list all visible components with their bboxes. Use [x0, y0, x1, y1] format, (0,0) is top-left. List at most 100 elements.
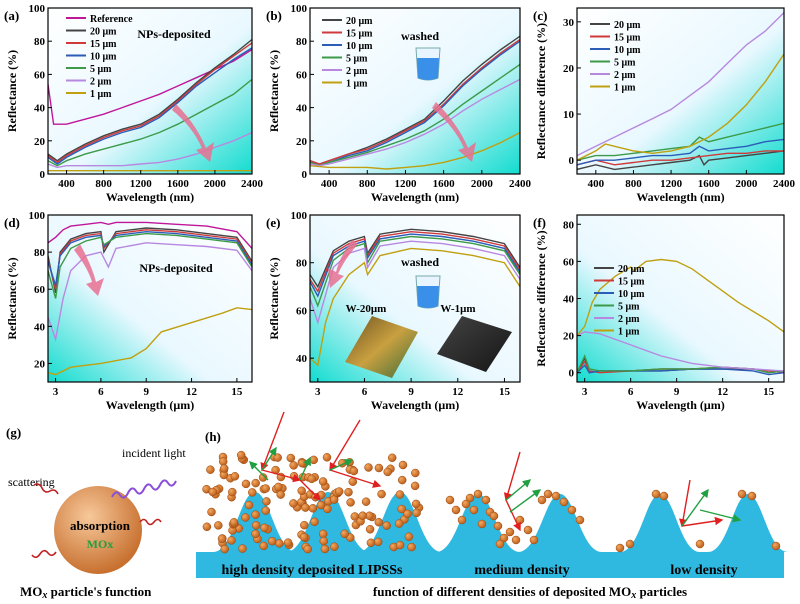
- particle: [258, 473, 268, 482]
- particle: [241, 479, 251, 489]
- y-tick-label-a: 40: [34, 103, 46, 115]
- incident-ray: [505, 499, 521, 532]
- particle: [651, 489, 661, 499]
- particle: [236, 450, 246, 460]
- series-group-e: [310, 228, 520, 367]
- mox-particle: [54, 486, 142, 574]
- particle: [309, 455, 318, 465]
- x-tick-label-f: 12: [717, 386, 729, 398]
- incident-ray: [260, 411, 285, 472]
- scattering-label: scattering: [8, 475, 55, 489]
- particle: [395, 490, 405, 499]
- particle: [220, 544, 229, 554]
- y-tick-label-a: 60: [34, 69, 46, 81]
- particle: [344, 487, 353, 497]
- series-line-f-5: [577, 354, 784, 374]
- incident-ray: [679, 479, 691, 528]
- beaker-icon: [415, 47, 441, 81]
- scattered-ray: [261, 446, 277, 471]
- particle: [228, 487, 237, 497]
- series-line-b-5: [310, 63, 520, 167]
- y-tick-label-e: 60: [296, 305, 308, 317]
- particle: [262, 497, 271, 506]
- x-tick-label-a: 2400: [241, 178, 264, 190]
- particle: [227, 536, 236, 545]
- series-line-d-15: [48, 229, 252, 290]
- particle: [310, 517, 319, 527]
- series-line-f-2: [577, 331, 784, 372]
- legend-label: 1 μm: [618, 327, 640, 338]
- plot-area-c: [577, 8, 784, 174]
- x-tick-label-b: 1600: [433, 178, 456, 190]
- label-medium-density: medium density: [474, 563, 569, 578]
- legend-label: Reference: [90, 14, 133, 25]
- legend-label: 10 μm: [618, 289, 645, 300]
- particle: [625, 539, 635, 549]
- x-tick-label-a: 2000: [204, 178, 227, 190]
- trend-arrow-a: [172, 104, 214, 162]
- particle: [261, 506, 271, 515]
- particle: [307, 474, 316, 484]
- particle: [499, 533, 509, 543]
- legend-label: 2 μm: [346, 66, 368, 77]
- particle: [567, 505, 577, 515]
- x-tick-label-d: 3: [53, 386, 59, 398]
- legend-label: 1 μm: [346, 79, 368, 90]
- series-line-d-2: [48, 242, 252, 343]
- legend-label: 5 μm: [90, 64, 112, 75]
- series-line-c-10: [577, 138, 784, 166]
- y-tick-label-f: 80: [563, 219, 575, 231]
- series-line-c-1: [577, 53, 784, 161]
- x-axis-label-c: Wavelength (nm): [636, 190, 724, 204]
- series-group-c: [577, 12, 784, 171]
- series-line-e-20: [310, 228, 520, 289]
- chart-e: 3 6 9 12 15 40 60 80 100 Wavelength (μm) Reflectan…: [266, 210, 521, 412]
- particle: [394, 519, 404, 528]
- chart-d: 3 6 9 12 15 20 40 60 80 100 Wavelength (μm) Reflect…: [4, 210, 253, 412]
- y-tick-label-d: 100: [29, 210, 46, 222]
- scatter-wave-bottom: [31, 549, 57, 559]
- panel-label-c: (c): [533, 8, 547, 23]
- x-tick-label-f: 15: [763, 386, 775, 398]
- sample-w1-photo: [437, 316, 512, 372]
- particle: [411, 468, 420, 478]
- series-line-a-2: [48, 131, 252, 169]
- particle: [202, 522, 212, 532]
- y-axis-label-f: Reflectance difference (%): [534, 230, 548, 366]
- particle: [495, 539, 505, 549]
- scatter-wave-left: [33, 483, 59, 495]
- y-tick-label-b: 0: [302, 169, 308, 181]
- particle: [349, 466, 359, 476]
- trend-arrow-d: [74, 244, 104, 296]
- series-line-a-15: [48, 42, 252, 164]
- y-tick-label-b: 80: [296, 36, 308, 48]
- x-tick-label-a: 1600: [167, 178, 190, 190]
- y-axis-label-b: Reflectance (%): [267, 50, 281, 132]
- particle: [473, 489, 483, 499]
- x-tick-label-e: 9: [408, 386, 414, 398]
- x-tick-label-e: 15: [499, 386, 511, 398]
- y-tick-label-d: 20: [34, 358, 46, 370]
- particle: [407, 542, 416, 552]
- particle: [340, 529, 349, 539]
- particle: [559, 497, 569, 507]
- particle: [543, 489, 553, 499]
- x-tick-label-c: 400: [588, 178, 605, 190]
- legend-label: 10 μm: [346, 41, 373, 52]
- particle: [451, 505, 461, 515]
- plot-area-f: [577, 215, 784, 382]
- particle: [747, 491, 757, 501]
- particle: [493, 521, 503, 531]
- scattered-ray: [509, 489, 542, 513]
- sample-photos: W-20μm W-1μm: [345, 303, 512, 378]
- y-tick-label-a: 20: [34, 136, 46, 148]
- y-tick-label-b: 60: [296, 69, 308, 81]
- schematic-g: (g) absorption MOx incident light scatte…: [6, 425, 186, 601]
- particle: [251, 510, 260, 519]
- series-line-e-10: [310, 233, 520, 298]
- particle: [398, 460, 408, 470]
- series-line-d-10: [48, 230, 252, 286]
